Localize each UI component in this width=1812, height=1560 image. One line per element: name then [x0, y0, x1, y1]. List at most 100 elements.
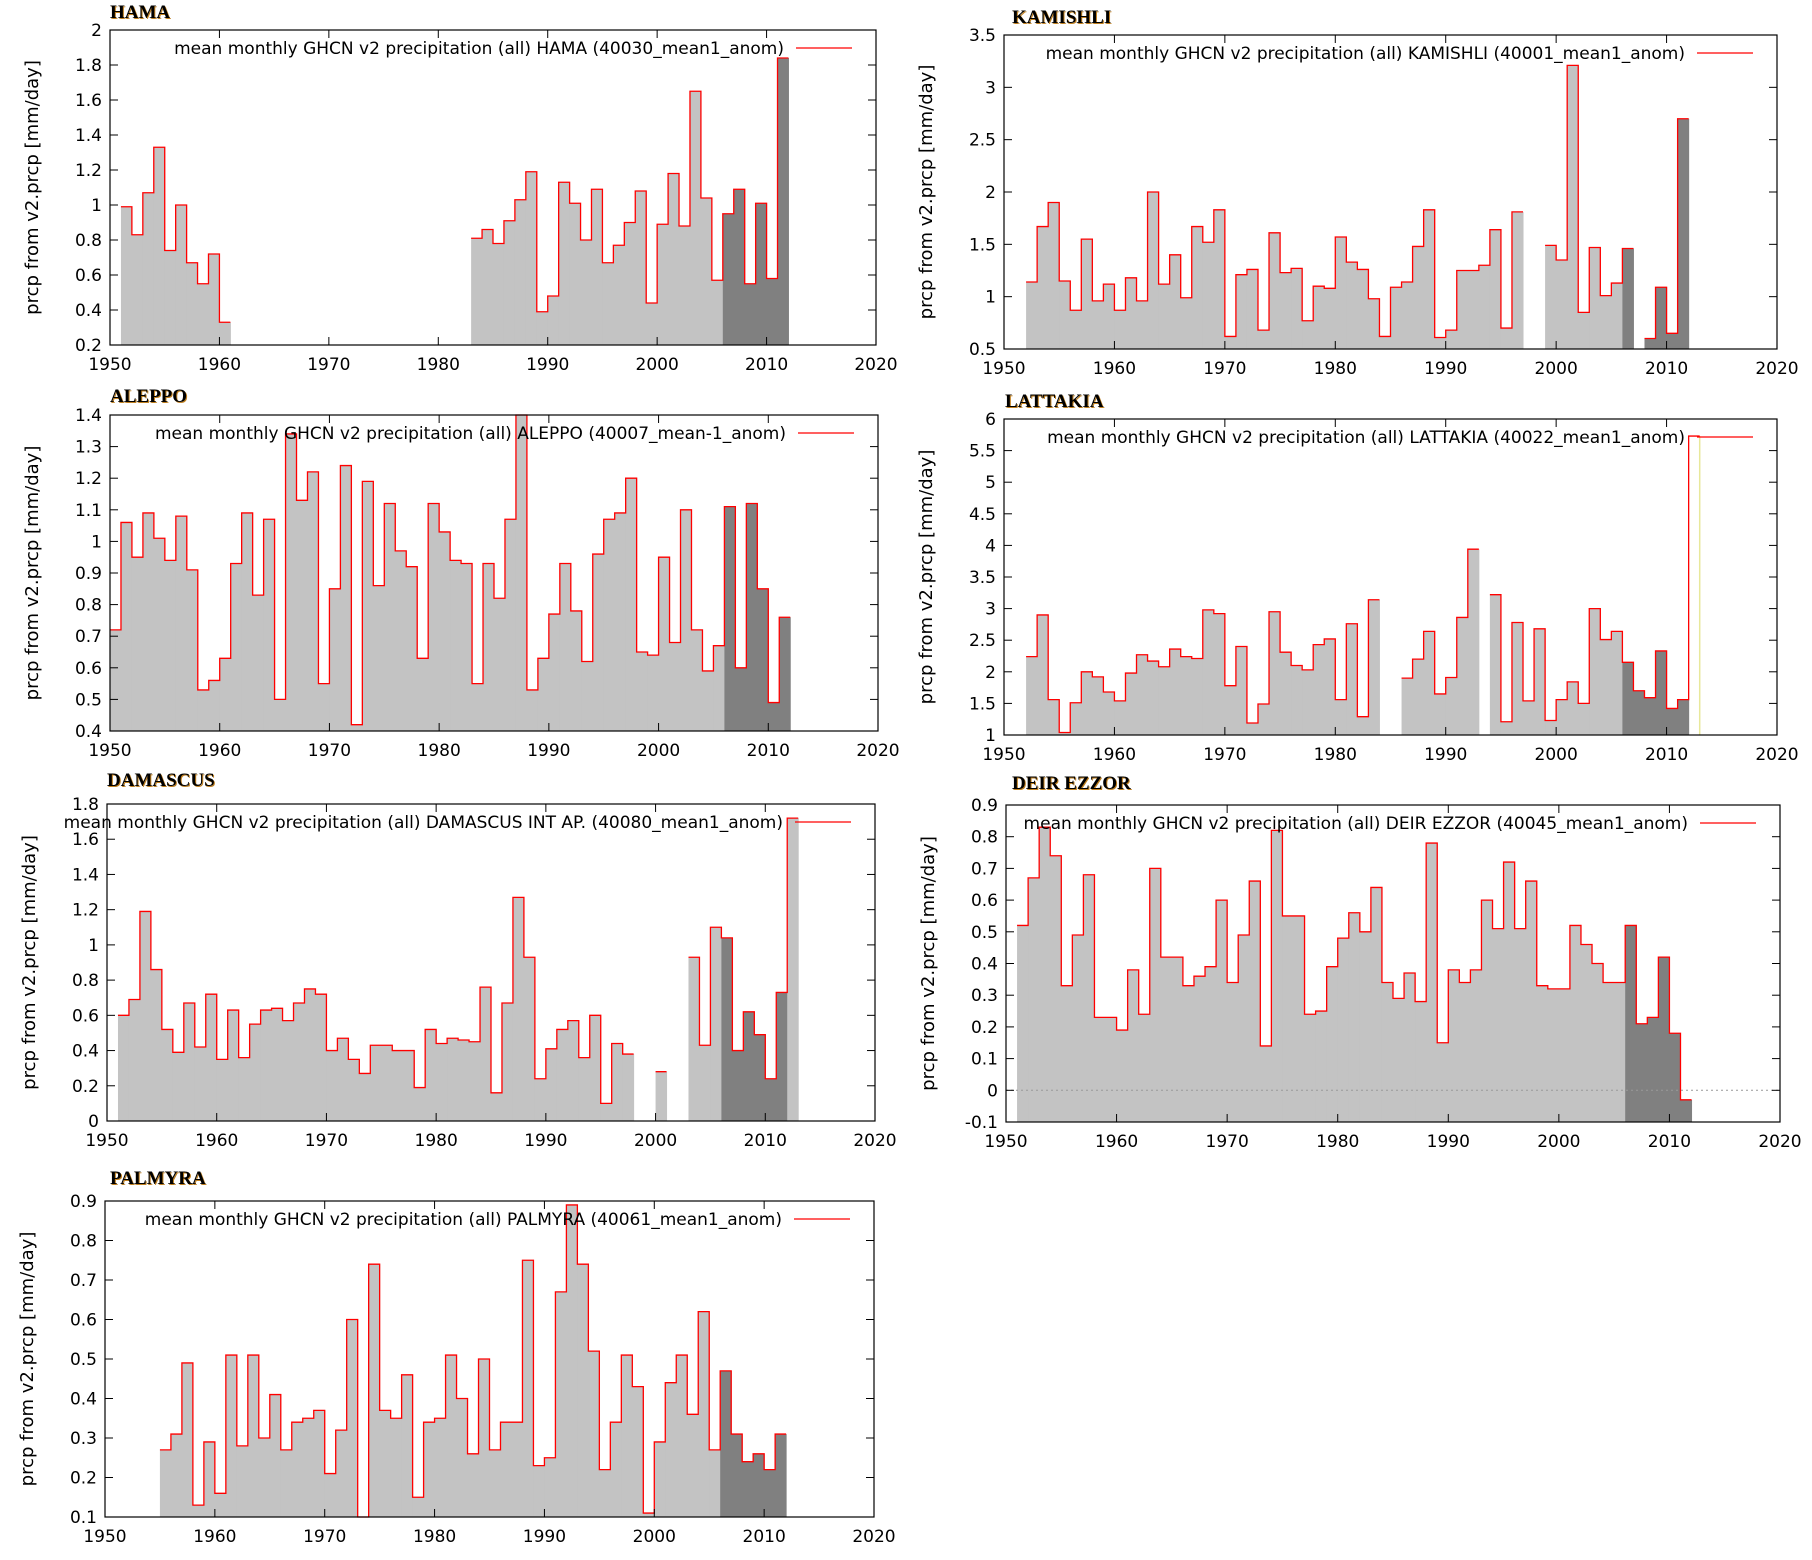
- x-tick-label: 2010: [1645, 359, 1688, 379]
- bar: [624, 222, 636, 345]
- bar: [260, 1010, 273, 1121]
- bar: [401, 1374, 414, 1517]
- bar: [625, 478, 638, 731]
- bar: [779, 617, 791, 731]
- precip-step-line: [110, 414, 791, 726]
- bar: [456, 1398, 469, 1517]
- bar: [732, 1050, 744, 1121]
- y-axis-label: prcp from v2.prcp [mm/day]: [17, 1232, 38, 1487]
- y-axis: 1 1.5 2 2.5 3 3.5 4 4.5 5 5.5 6: [969, 410, 1777, 746]
- bar: [1017, 925, 1029, 1122]
- bar: [1489, 229, 1502, 349]
- y-tick-label: 0.6: [75, 266, 102, 286]
- y-tick-label: 0.9: [70, 1192, 97, 1212]
- precip-step-line: [1017, 826, 1692, 1101]
- bar: [1193, 976, 1206, 1122]
- bar: [491, 1092, 503, 1121]
- bar: [1412, 246, 1425, 349]
- x-tick-label: 1990: [526, 355, 569, 375]
- bar: [746, 503, 758, 731]
- bar: [1448, 969, 1460, 1122]
- bar: [493, 243, 505, 345]
- bar: [1072, 934, 1084, 1122]
- bar: [556, 1029, 569, 1121]
- bar: [1114, 310, 1126, 349]
- x-tick-label: 1960: [1095, 1132, 1138, 1152]
- bar: [131, 557, 144, 731]
- bar: [142, 512, 155, 731]
- y-tick-label: 0: [987, 1081, 998, 1101]
- bar: [313, 1410, 326, 1517]
- bar: [657, 224, 669, 345]
- bar: [1545, 245, 1557, 349]
- bar: [1249, 881, 1261, 1122]
- bar: [450, 560, 462, 731]
- x-tick-label: 2000: [1535, 359, 1578, 379]
- bar: [1478, 265, 1491, 349]
- bar: [1589, 608, 1601, 735]
- chart-title: LATTAKIA: [1005, 391, 1104, 412]
- bar: [434, 1418, 447, 1517]
- x-axis: 1950 1960 1970 1980 1990 2000 2010 2020: [83, 1201, 896, 1547]
- bar: [588, 1351, 600, 1517]
- x-tick-label: 1980: [417, 355, 460, 375]
- precip-step-line: [120, 57, 789, 323]
- bar: [467, 1453, 480, 1517]
- x-tick-label: 2020: [852, 1527, 895, 1547]
- bar: [1092, 300, 1104, 349]
- bar: [1589, 247, 1601, 349]
- panel-palmyra: PALMYRA 1950 1960 1970 1980 1990 2000 2010 2020…: [0, 1160, 900, 1560]
- bar: [1547, 988, 1560, 1122]
- bar: [447, 1038, 459, 1121]
- bar: [1335, 237, 1347, 349]
- bar: [1346, 262, 1358, 349]
- bar: [1136, 300, 1149, 349]
- bar: [1545, 720, 1557, 735]
- bar: [1611, 283, 1623, 349]
- bar: [1467, 549, 1480, 735]
- bar: [787, 818, 799, 1121]
- bar: [1636, 1023, 1648, 1122]
- bar: [263, 519, 276, 731]
- panel-damascus: DAMASCUS 1950 1960 1970 1980 1990 2000 2010 202…: [0, 770, 900, 1160]
- bar: [153, 147, 166, 345]
- x-tick-label: 1990: [1424, 745, 1467, 765]
- bar: [249, 1024, 262, 1121]
- bar: [120, 522, 133, 731]
- y-tick-label: 0.5: [70, 1350, 97, 1370]
- bar: [1227, 982, 1239, 1122]
- bar: [581, 661, 594, 731]
- bar: [669, 642, 682, 731]
- legend-label: mean monthly GHCN v2 precipitation (all)…: [174, 39, 784, 59]
- bar: [225, 1355, 238, 1517]
- bar: [655, 1071, 668, 1121]
- x-tick-label: 2000: [634, 1131, 677, 1151]
- bar: [197, 283, 209, 345]
- bar: [117, 1015, 130, 1121]
- bar: [1445, 677, 1458, 735]
- bar: [1202, 242, 1215, 349]
- bar: [406, 566, 418, 731]
- bar: [159, 1449, 172, 1517]
- bar: [1434, 337, 1447, 349]
- bar: [1655, 287, 1668, 349]
- bar: [534, 1078, 547, 1121]
- y-axis-label: prcp from v2.prcp [mm/day]: [916, 65, 937, 320]
- bar: [436, 1043, 448, 1121]
- y-tick-label: 4.5: [969, 505, 996, 525]
- bar: [622, 1054, 635, 1121]
- bar: [315, 994, 327, 1121]
- x-tick-label: 2000: [637, 741, 680, 761]
- y-tick-label: 1: [985, 726, 996, 746]
- bar: [1125, 277, 1138, 349]
- bar: [1169, 254, 1182, 349]
- plot-frame: [106, 803, 876, 1122]
- bar: [1039, 827, 1051, 1122]
- y-tick-label: 1.5: [969, 694, 996, 714]
- y-tick-label: 3.5: [969, 568, 996, 588]
- bar: [1028, 877, 1040, 1122]
- bar: [230, 563, 243, 731]
- bar: [271, 1008, 284, 1121]
- y-axis: -0.1 0 0.1 0.2 0.3 0.4 0.5 0.6 0.7 0.8 0.9: [965, 796, 1780, 1133]
- bar: [1116, 1030, 1129, 1122]
